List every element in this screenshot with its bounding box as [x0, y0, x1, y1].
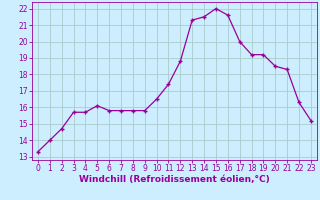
X-axis label: Windchill (Refroidissement éolien,°C): Windchill (Refroidissement éolien,°C) [79, 175, 270, 184]
